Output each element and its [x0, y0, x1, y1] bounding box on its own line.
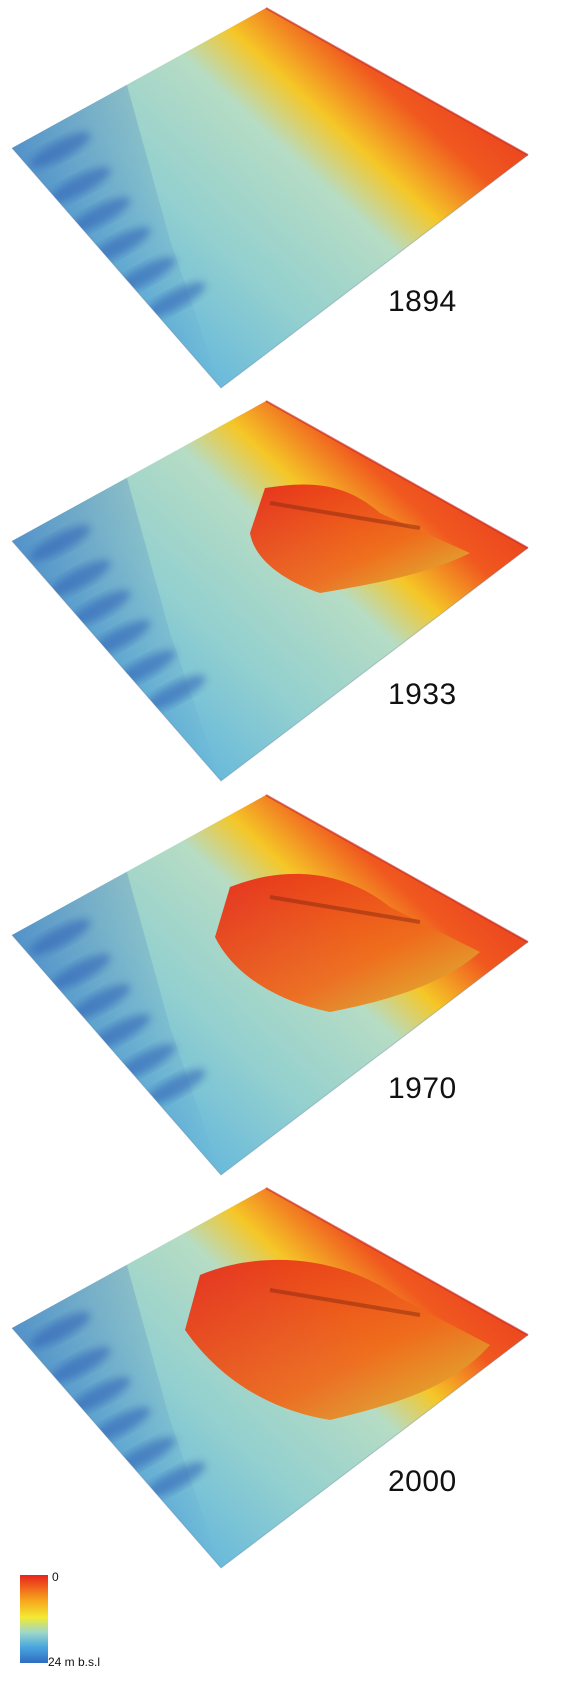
reclaimed-structure: [185, 1259, 490, 1420]
year-label-2000: 2000: [388, 1465, 457, 1498]
colorbar-top-label: 0: [52, 1570, 59, 1584]
reclaimed-structure: [215, 873, 480, 1012]
reclaimed-structure: [250, 484, 470, 593]
terrain-panel-1970: [11, 794, 529, 1176]
terrain-panel-2000: [11, 1187, 529, 1569]
colorbar-bottom-label: 24 m b.s.l: [48, 1655, 101, 1669]
year-label-1933: 1933: [388, 678, 457, 711]
depth-colorbar: [20, 1575, 48, 1663]
terrain-panel-1894: [11, 7, 529, 389]
year-label-1894: 1894: [388, 285, 457, 318]
terrain-panel-1933: [11, 400, 529, 782]
year-label-1970: 1970: [388, 1072, 457, 1105]
